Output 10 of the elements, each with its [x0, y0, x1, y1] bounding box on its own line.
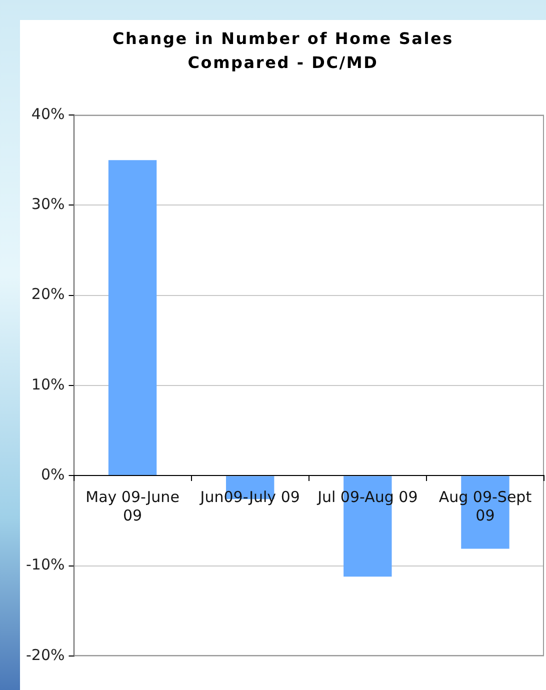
y-tick-label: -10% [26, 556, 65, 574]
y-tick-label: 20% [31, 285, 65, 304]
y-tick-label: -20% [26, 646, 65, 664]
y-tick-label: 30% [31, 195, 65, 214]
y-tick-label: 0% [40, 466, 65, 484]
x-tick-label: Jun09-July 09 [199, 488, 300, 506]
y-tick-label: 10% [31, 375, 65, 394]
chart-title: Change in Number of Home Sales Compared - DC/MD [111, 28, 455, 74]
x-tick-label: May 09-June 09 [86, 488, 180, 525]
y-tick-label: 40% [31, 104, 65, 123]
